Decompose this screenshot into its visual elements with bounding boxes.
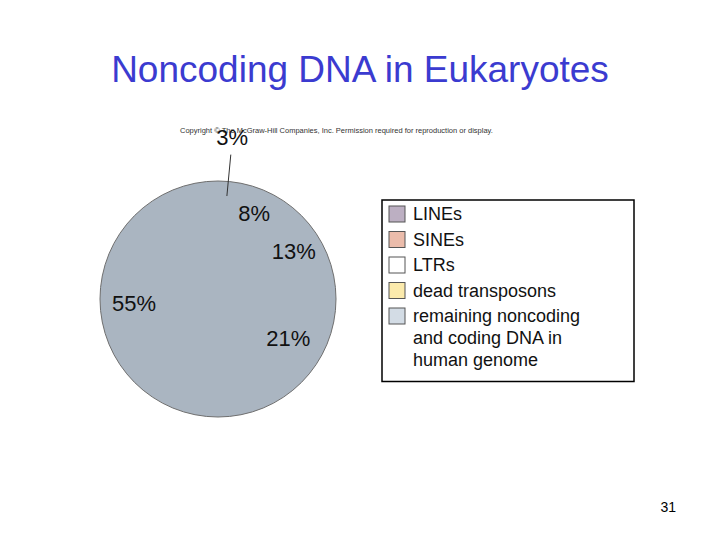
title: Noncoding DNA in Eukaryotes [111, 49, 609, 90]
page-number: 31 [660, 499, 676, 515]
data-label: 13% [272, 239, 316, 264]
data-labels: 21% 13%8% 3% 55% [112, 125, 316, 351]
legend-label: SINEs [413, 230, 464, 250]
chart: Noncoding DNA in EukaryotesCopyright © T… [0, 0, 720, 540]
legend-swatch [389, 232, 405, 248]
legend-swatch [389, 283, 405, 299]
legend-label: remaining noncoding and coding DNA in hu… [413, 306, 585, 370]
legend: LINEs SINEs LTRs dead transposons remaining … [382, 200, 634, 382]
data-label: 3% [216, 125, 248, 150]
legend-swatch [389, 257, 405, 273]
legend-label: LINEs [413, 204, 462, 224]
legend-box [382, 200, 634, 382]
legend-swatch [389, 308, 405, 324]
data-label: 55% [112, 291, 156, 316]
data-label: 21% [266, 326, 310, 351]
legend-label: LTRs [413, 255, 455, 275]
data-label: 8% [238, 201, 270, 226]
pie-depth [100, 181, 336, 417]
legend-swatch [389, 206, 405, 222]
leader-line [227, 155, 231, 196]
legend-label: dead transposons [413, 281, 556, 301]
